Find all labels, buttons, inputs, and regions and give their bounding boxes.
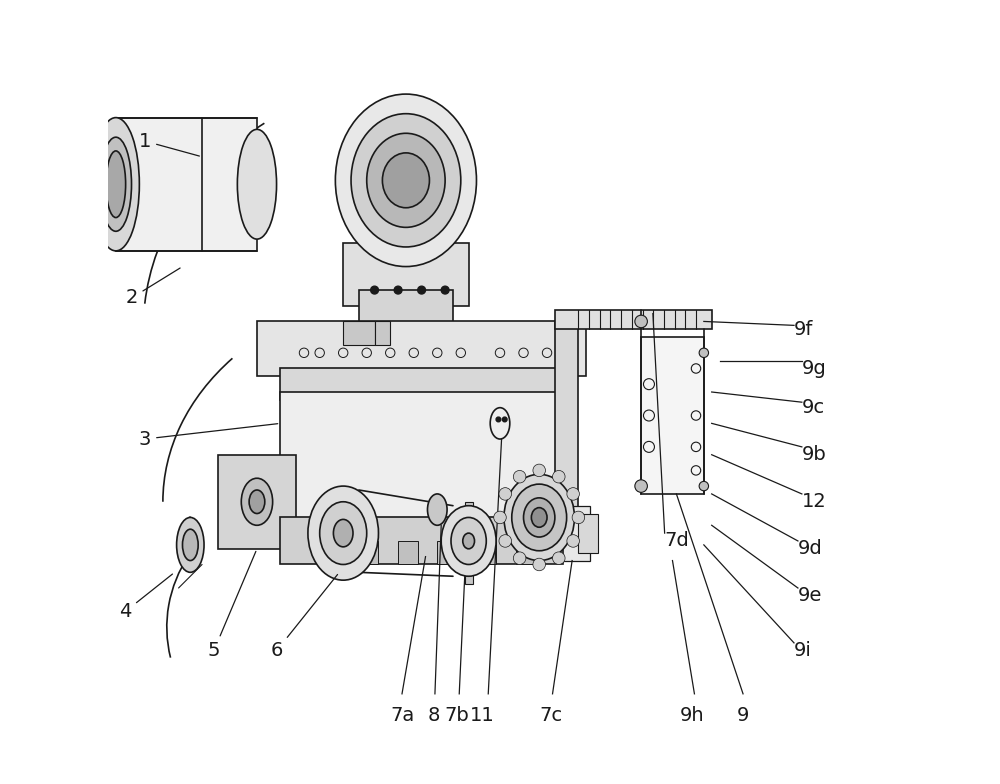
Text: 9d: 9d <box>798 539 823 558</box>
Text: 9e: 9e <box>798 586 822 605</box>
Bar <box>280 517 563 564</box>
Ellipse shape <box>504 474 574 561</box>
Bar <box>280 368 563 400</box>
Ellipse shape <box>308 486 378 580</box>
Circle shape <box>572 511 585 524</box>
Circle shape <box>513 552 526 564</box>
Circle shape <box>502 417 507 422</box>
Ellipse shape <box>249 490 265 514</box>
Bar <box>437 541 457 564</box>
Ellipse shape <box>241 478 273 525</box>
Bar <box>398 541 418 564</box>
Text: 8: 8 <box>427 706 440 724</box>
Ellipse shape <box>512 485 567 550</box>
Bar <box>343 321 375 345</box>
Circle shape <box>394 286 402 294</box>
Bar <box>555 321 578 525</box>
Text: 9b: 9b <box>802 445 827 464</box>
Ellipse shape <box>463 533 475 549</box>
Circle shape <box>699 481 709 491</box>
Circle shape <box>635 480 647 492</box>
Ellipse shape <box>106 151 126 218</box>
Ellipse shape <box>237 129 277 239</box>
Bar <box>343 243 469 306</box>
Ellipse shape <box>335 94 476 267</box>
Circle shape <box>441 286 449 294</box>
Bar <box>359 290 453 337</box>
Circle shape <box>533 558 545 571</box>
Ellipse shape <box>333 519 353 547</box>
Text: 7a: 7a <box>390 706 414 724</box>
Text: 12: 12 <box>802 492 827 511</box>
Bar <box>359 541 378 564</box>
Bar <box>218 455 296 549</box>
Circle shape <box>499 488 512 500</box>
Bar <box>116 118 257 251</box>
Circle shape <box>553 552 565 564</box>
Circle shape <box>533 464 545 477</box>
Text: 1: 1 <box>139 132 199 156</box>
Text: 7b: 7b <box>445 706 469 724</box>
Bar <box>578 514 598 553</box>
Text: 3: 3 <box>139 423 278 448</box>
Ellipse shape <box>182 529 198 561</box>
Ellipse shape <box>524 498 555 537</box>
Text: 9: 9 <box>737 706 749 724</box>
Bar <box>375 321 390 345</box>
Ellipse shape <box>382 153 429 208</box>
Bar <box>320 541 339 564</box>
Bar <box>280 392 563 525</box>
Ellipse shape <box>367 133 445 227</box>
Text: 2: 2 <box>125 268 180 307</box>
Circle shape <box>494 511 506 524</box>
Bar <box>516 541 535 564</box>
Circle shape <box>699 348 709 358</box>
Circle shape <box>567 488 579 500</box>
Circle shape <box>567 535 579 547</box>
Ellipse shape <box>100 137 132 231</box>
Ellipse shape <box>320 502 367 564</box>
Bar <box>465 502 473 584</box>
Ellipse shape <box>92 118 139 251</box>
Bar <box>641 337 704 494</box>
Text: 9g: 9g <box>802 359 827 378</box>
Circle shape <box>499 535 512 547</box>
Text: 9h: 9h <box>680 706 704 724</box>
Text: 4: 4 <box>119 574 172 621</box>
Circle shape <box>635 315 647 328</box>
Text: 7d: 7d <box>665 532 689 550</box>
Circle shape <box>553 470 565 483</box>
Text: 7c: 7c <box>539 706 563 724</box>
Text: 11: 11 <box>470 706 494 724</box>
Ellipse shape <box>531 508 547 528</box>
Text: 9i: 9i <box>794 641 812 660</box>
Circle shape <box>371 286 378 294</box>
Text: 9f: 9f <box>794 320 813 339</box>
Circle shape <box>513 470 526 483</box>
Text: 9c: 9c <box>802 398 825 417</box>
Circle shape <box>496 417 501 422</box>
Bar <box>559 506 590 561</box>
Circle shape <box>418 286 426 294</box>
Ellipse shape <box>441 506 496 576</box>
Text: 6: 6 <box>270 575 338 660</box>
Bar <box>555 310 712 329</box>
Ellipse shape <box>177 517 204 572</box>
Ellipse shape <box>427 494 447 525</box>
Text: 5: 5 <box>208 551 256 660</box>
Ellipse shape <box>451 517 486 564</box>
Bar <box>476 541 496 564</box>
Bar <box>257 321 586 376</box>
Ellipse shape <box>351 114 461 247</box>
